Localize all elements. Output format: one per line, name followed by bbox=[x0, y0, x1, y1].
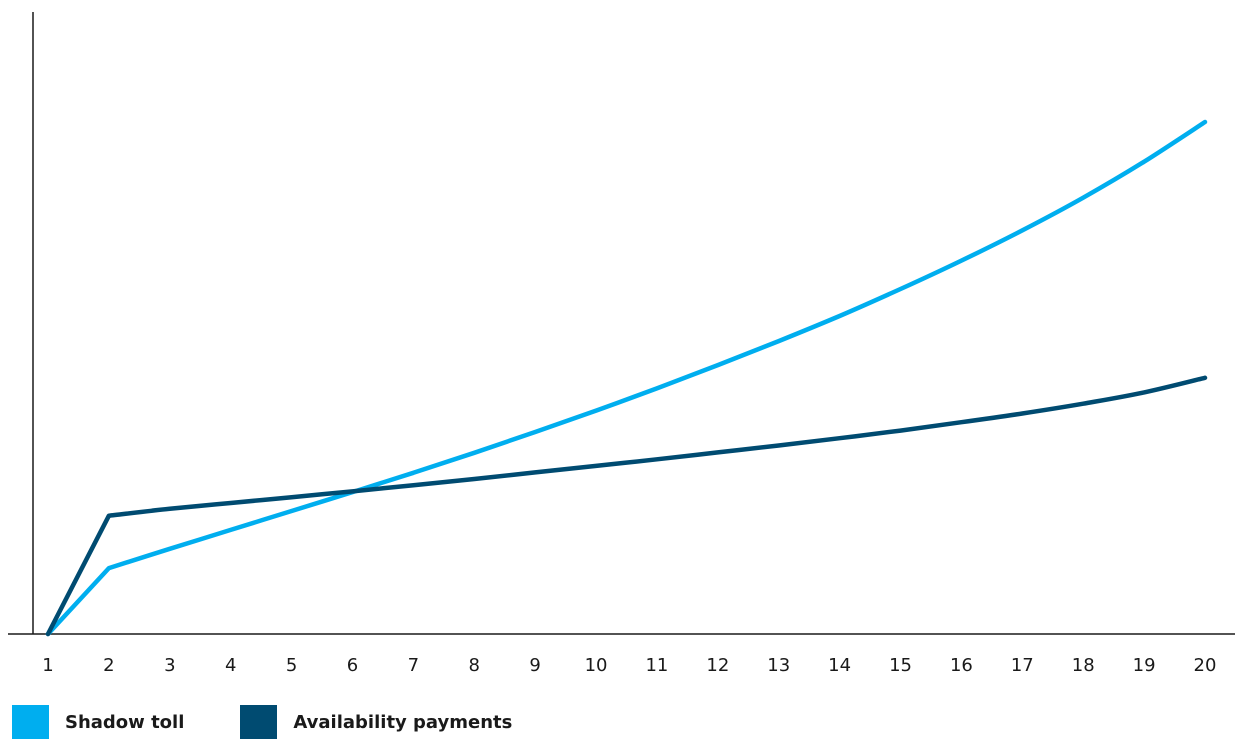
legend: Shadow toll Availability payments bbox=[12, 705, 568, 739]
x-tick-label: 13 bbox=[767, 655, 790, 676]
x-tick-label: 6 bbox=[347, 655, 358, 676]
x-tick-label: 18 bbox=[1072, 655, 1095, 676]
legend-item-availability-payments: Availability payments bbox=[240, 705, 512, 739]
x-tick-label: 12 bbox=[706, 655, 729, 676]
x-tick-label: 1 bbox=[42, 655, 53, 676]
x-tick-label: 17 bbox=[1011, 655, 1034, 676]
x-tick-label: 16 bbox=[950, 655, 973, 676]
x-tick-label: 2 bbox=[103, 655, 114, 676]
x-tick-label: 11 bbox=[645, 655, 668, 676]
series-layer bbox=[45, 119, 1208, 637]
x-tick-label: 4 bbox=[225, 655, 236, 676]
x-tick-label: 14 bbox=[828, 655, 851, 676]
x-tick-labels: 1 2 3 4 5 6 7 8 9 10 11 12 13 14 15 16 17 18 19 20 bbox=[42, 655, 1216, 676]
x-tick-label: 10 bbox=[585, 655, 608, 676]
x-tick-label: 5 bbox=[286, 655, 297, 676]
x-tick-label: 20 bbox=[1194, 655, 1217, 676]
x-tick-label: 9 bbox=[529, 655, 540, 676]
legend-label-shadow-toll: Shadow toll bbox=[65, 711, 185, 733]
x-tick-label: 7 bbox=[408, 655, 419, 676]
legend-label-availability-payments: Availability payments bbox=[293, 711, 513, 733]
legend-swatch-shadow-toll bbox=[12, 705, 49, 739]
legend-swatch-availability-payments bbox=[240, 705, 278, 739]
series-line-shadow-toll bbox=[45, 119, 1208, 637]
x-tick-label: 3 bbox=[164, 655, 175, 676]
x-tick-label: 8 bbox=[469, 655, 480, 676]
legend-item-shadow-toll: Shadow toll bbox=[12, 705, 184, 739]
line-chart: 1 2 3 4 5 6 7 8 9 10 11 12 13 14 15 16 17 18 19 20 bbox=[8, 12, 1235, 676]
x-tick-label: 19 bbox=[1133, 655, 1156, 676]
series-line-availability-payments bbox=[45, 375, 1208, 637]
x-tick-label: 15 bbox=[889, 655, 912, 676]
